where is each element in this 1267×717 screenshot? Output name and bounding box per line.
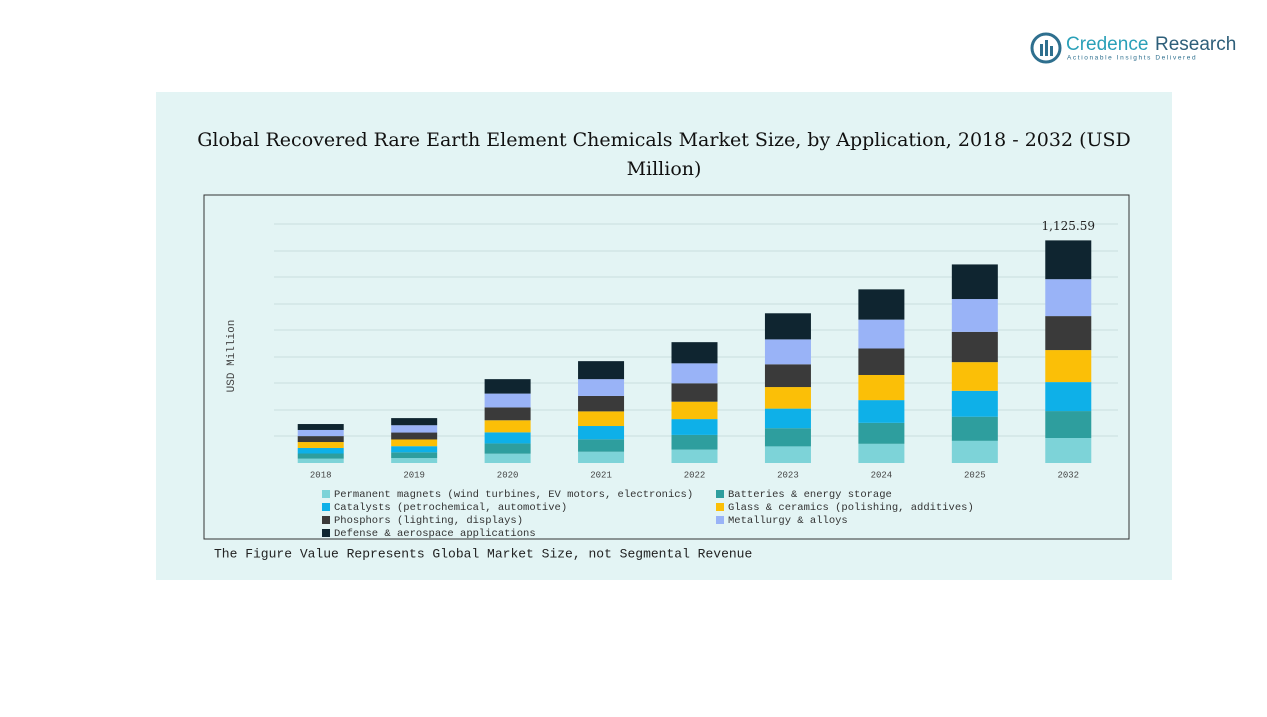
bar-segment — [297, 453, 344, 459]
legend-label: Permanent magnets (wind turbines, EV mot… — [334, 489, 693, 501]
bar-segment — [951, 299, 998, 332]
legend-label: Glass & ceramics (polishing, additives) — [728, 502, 974, 514]
bar-segment — [671, 419, 718, 435]
bar-segment — [671, 434, 718, 450]
legend-swatch — [322, 490, 330, 498]
bar-segment — [764, 364, 811, 388]
bar-segment — [951, 416, 998, 441]
legend-label: Batteries & energy storage — [728, 489, 892, 501]
bar-segment — [391, 418, 438, 426]
x-tick-label: 2023 — [777, 470, 799, 480]
bar-segment — [297, 424, 344, 430]
bar-segment — [484, 407, 531, 421]
brand-name: Credence — [1066, 34, 1148, 55]
bar-segment — [578, 426, 625, 440]
bar-segment — [764, 339, 811, 365]
x-tick-label: 2025 — [964, 470, 986, 480]
bar-segment — [578, 439, 625, 452]
bar-segment — [484, 393, 531, 408]
bar-segment — [671, 383, 718, 402]
bar-segment — [391, 439, 438, 447]
plot-frame — [203, 194, 1130, 540]
bar-segment — [484, 453, 531, 463]
legend-label: Defense & aerospace applications — [334, 528, 536, 540]
bar-segment — [951, 264, 998, 300]
bar-segment — [671, 342, 718, 364]
bar-segment — [391, 432, 438, 440]
bar-segment — [951, 362, 998, 391]
legend-label: Catalysts (petrochemical, automotive) — [334, 502, 567, 514]
bar-segment — [484, 420, 531, 433]
bar-segment — [578, 451, 625, 463]
x-tick-label: 2022 — [684, 470, 706, 480]
bar-segment — [671, 449, 718, 463]
bar-segment — [764, 428, 811, 447]
bar-segment — [951, 390, 998, 417]
bar-segment — [297, 442, 344, 448]
bar-segment — [297, 458, 344, 463]
bar-segment — [858, 319, 905, 349]
y-axis-label: USD Million — [226, 320, 238, 393]
legend-swatch — [716, 516, 724, 524]
bar-segment — [1045, 350, 1092, 383]
bar-segment — [671, 401, 718, 420]
bar-segment — [391, 458, 438, 463]
bar-segment — [858, 400, 905, 423]
bar-segment — [1045, 382, 1092, 412]
panel — [156, 92, 1172, 580]
bar-segment — [484, 379, 531, 394]
bar-segment — [297, 447, 344, 454]
legend-swatch — [716, 503, 724, 511]
bar-segment — [578, 411, 625, 427]
brand-tagline: Actionable Insights Delivered — [1067, 55, 1197, 62]
bar-segment — [671, 363, 718, 384]
total-label: 1,125.59 — [1042, 219, 1095, 233]
bar-segment — [951, 440, 998, 463]
footnote: The Figure Value Represents Global Marke… — [214, 546, 752, 561]
x-tick-label: 2020 — [497, 470, 519, 480]
bar-segment — [764, 446, 811, 463]
x-tick-label: 2019 — [403, 470, 425, 480]
bar-segment — [764, 313, 811, 340]
title-box: Global Recovered Rare Earth Element Chem… — [197, 129, 1131, 180]
bar-segment — [858, 348, 905, 375]
legend-swatch — [322, 529, 330, 537]
bar-segment — [391, 425, 438, 433]
bar-segment — [578, 395, 625, 412]
bar-segment — [858, 443, 905, 463]
legend-swatch — [322, 503, 330, 511]
bar-segment — [297, 436, 344, 443]
x-tick-label: 2024 — [871, 470, 893, 480]
chart-title: Global Recovered Rare Earth Element Chem… — [197, 129, 1131, 180]
bar-segment — [484, 443, 531, 454]
legend-label: Metallurgy & alloys — [728, 515, 848, 527]
bar-segment — [1045, 240, 1092, 280]
bar-segment — [764, 408, 811, 429]
bar-segment — [578, 379, 625, 396]
legend-label: Phosphors (lighting, displays) — [334, 515, 523, 527]
bar-segment — [391, 446, 438, 453]
bar-segment — [1045, 279, 1092, 317]
x-tick-label: 2018 — [310, 470, 332, 480]
bar-segment — [578, 361, 625, 380]
bar-segment — [484, 432, 531, 444]
bar-segment — [1045, 438, 1092, 463]
legend-swatch — [322, 516, 330, 524]
x-tick-label: 2021 — [590, 470, 612, 480]
bar-segment — [1045, 316, 1092, 351]
logo: Credence Research Actionable Insights De… — [1030, 32, 1236, 64]
legend-swatch — [716, 490, 724, 498]
brand-name: Research — [1155, 34, 1236, 55]
x-tick-label: 2032 — [1057, 470, 1079, 480]
bar-segment — [764, 387, 811, 409]
bar-segment — [951, 331, 998, 363]
bar-segment — [858, 422, 905, 444]
bar-segment — [858, 374, 905, 401]
bar-segment — [391, 452, 438, 459]
bar-segment — [297, 429, 344, 437]
bar-segment — [858, 289, 905, 320]
bar-segment — [1045, 411, 1092, 439]
